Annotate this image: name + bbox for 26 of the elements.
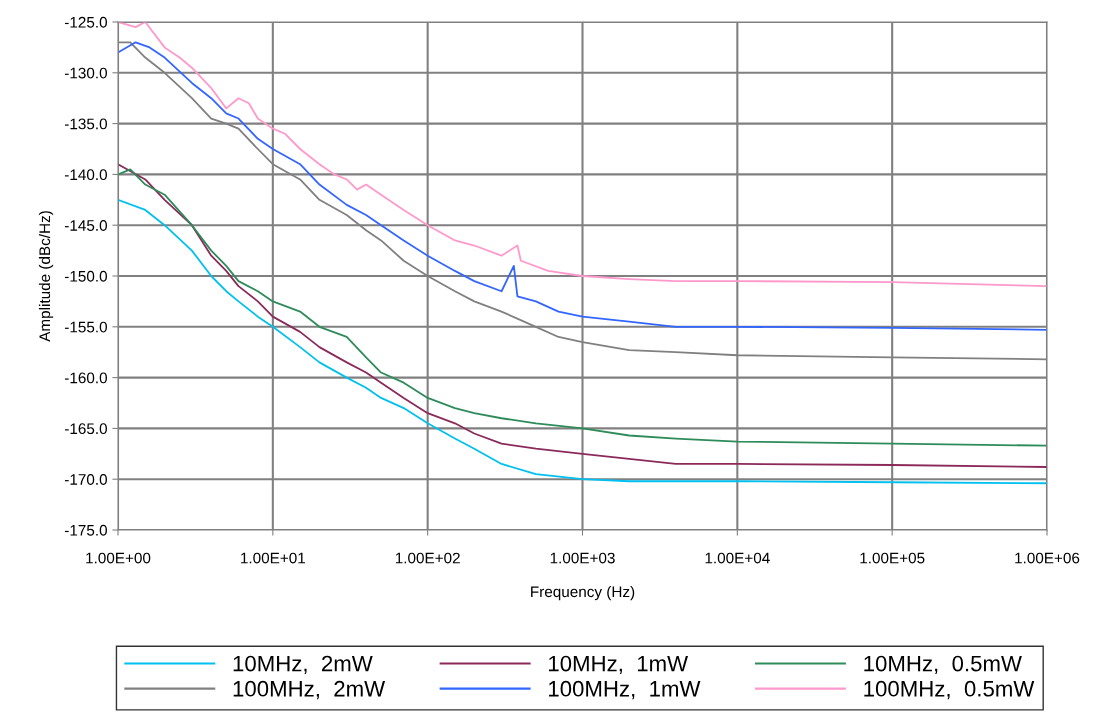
legend-label: 10MHz, 1mW [549,655,689,675]
y-tick-label: -130.0 [64,67,107,79]
x-tick-label: 1.00E+05 [860,552,925,564]
legend-label: 10MHz, 2mW [233,655,373,675]
x-tick-label: 1.00E+03 [550,552,615,564]
x-tick-label: 1.00E+00 [86,552,151,564]
y-tick-label: -175.0 [64,524,107,536]
legend-label: 100MHz, 2mW [233,680,386,700]
x-tick-label: 1.00E+06 [1015,552,1080,564]
x-tick-label: 1.00E+02 [395,552,460,564]
legend-label: 10MHz, 0.5mW [864,655,1022,675]
y-axis-title: Amplitude (dBc/Hz) [38,211,54,342]
legend-label: 100MHz, 1mW [549,680,701,700]
x-tick-label: 1.00E+04 [705,552,770,564]
y-tick-label: -125.0 [64,16,107,28]
x-axis-title: Frequency (Hz) [531,585,635,601]
y-tick-label: -140.0 [64,169,107,181]
y-tick-label: -145.0 [64,220,107,231]
x-tick-label: 1.00E+01 [241,552,306,564]
y-tick-label: -160.0 [64,372,107,384]
y-tick-label: -155.0 [64,321,107,333]
y-tick-label: -150.0 [64,270,107,282]
y-tick-label: -170.0 [64,474,107,485]
y-tick-label: -135.0 [64,118,107,130]
legend-label: 100MHz, 0.5mW [864,680,1035,700]
y-tick-label: -165.0 [64,423,107,435]
